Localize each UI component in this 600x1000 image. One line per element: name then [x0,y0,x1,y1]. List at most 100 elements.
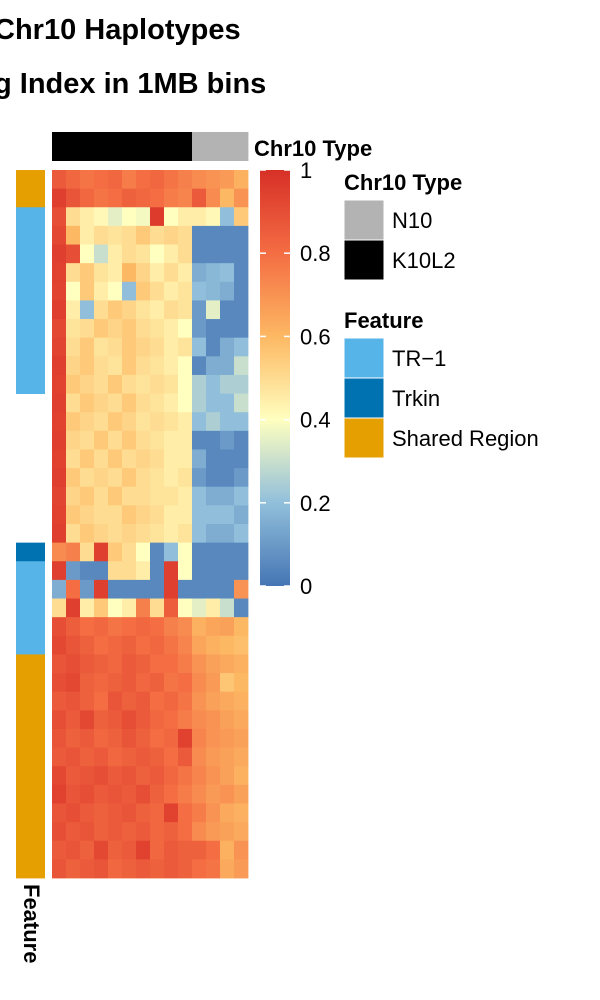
heatmap-cell [178,468,193,488]
colorbar-tick-label: 0 [300,574,312,599]
heatmap-cell [234,561,249,581]
heatmap-cell [178,244,193,264]
heatmap-cell [52,374,67,394]
heatmap-cell [192,319,207,339]
heatmap-cell [108,505,123,525]
heatmap-cell [136,598,151,618]
heatmap-cell [234,654,249,674]
column-annotation-cell [136,132,151,161]
column-annotation-cell [80,132,95,161]
heatmap-cell [206,412,221,432]
heatmap-cell [52,449,67,469]
heatmap-cell [122,766,137,786]
heatmap-cell [122,524,137,544]
legend-item-label: Shared Region [392,426,539,451]
heatmap-cell [66,710,81,730]
heatmap-cell [178,319,193,339]
heatmap-cell [206,337,221,357]
heatmap-cell [178,840,193,860]
heatmap-cell [178,766,193,786]
heatmap-cell [234,766,249,786]
heatmap-cell [94,188,109,208]
heatmap-cell [150,784,165,804]
heatmap-cell [206,579,221,599]
heatmap-cell [234,468,249,488]
legend-swatch [343,377,385,419]
heatmap-cell [52,319,67,339]
heatmap-cell [136,561,151,581]
heatmap-cell [66,598,81,618]
heatmap-cell [192,263,207,283]
heatmap-cell [108,617,123,637]
heatmap-cell [94,337,109,357]
heatmap-cell [178,654,193,674]
column-annotation-cell [94,132,109,161]
heatmap-cell [136,784,151,804]
heatmap-cell [206,598,221,618]
heatmap-cell [220,840,235,860]
heatmap-cell [136,747,151,767]
heatmap-cell [220,524,235,544]
heatmap-cell [66,263,81,283]
heatmap-cell [220,859,235,879]
heatmap-cell [234,710,249,730]
heatmap-cell [178,430,193,450]
heatmap-cell [108,281,123,301]
row-annotation-cell [16,263,45,283]
heatmap-cell [136,486,151,506]
heatmap-cell [80,188,95,208]
heatmap-cell [234,803,249,823]
heatmap-cell [220,766,235,786]
heatmap-cell [206,505,221,525]
heatmap-cell [94,784,109,804]
heatmap-cell [108,542,123,562]
heatmap-cell [220,263,235,283]
heatmap-cell [136,170,151,190]
legend-item-label: K10L2 [392,248,456,273]
heatmap-cell [80,747,95,767]
heatmap-cell [108,449,123,469]
heatmap-cell [94,673,109,693]
heatmap-cell [220,710,235,730]
heatmap-cell [108,393,123,413]
column-annotation-cell [108,132,123,161]
heatmap-cell [150,859,165,879]
heatmap-cell [80,449,95,469]
heatmap-cell [220,617,235,637]
heatmap-cell [178,207,193,227]
heatmap-cell [192,207,207,227]
heatmap-cell [206,840,221,860]
heatmap-cell [206,393,221,413]
heatmap-cell [192,579,207,599]
heatmap-cell [206,822,221,842]
heatmap-cell [164,766,179,786]
row-annotation-label: Feature [19,884,44,963]
heatmap-cell [122,822,137,842]
heatmap-cell [150,300,165,320]
heatmap-cell [178,598,193,618]
heatmap-cell [122,468,137,488]
heatmap-cell [220,542,235,562]
heatmap-cell [122,393,137,413]
row-annotation-cell [16,225,45,245]
heatmap-cell [234,356,249,376]
heatmap-cell [220,468,235,488]
heatmap-cell [164,524,179,544]
heatmap-cell [108,263,123,283]
heatmap-cell [150,542,165,562]
heatmap-cell [66,281,81,301]
heatmap-cell [220,412,235,432]
heatmap-cell [108,728,123,748]
heatmap-cell [206,207,221,227]
heatmap-cell [94,710,109,730]
heatmap-cell [108,207,123,227]
heatmap-cell [122,244,137,264]
heatmap-cell [122,188,137,208]
heatmap-cell [136,300,151,320]
heatmap-cell [150,728,165,748]
heatmap-cell [206,356,221,376]
heatmap-cell [164,374,179,394]
heatmap-cell [80,505,95,525]
heatmap-cell [136,766,151,786]
